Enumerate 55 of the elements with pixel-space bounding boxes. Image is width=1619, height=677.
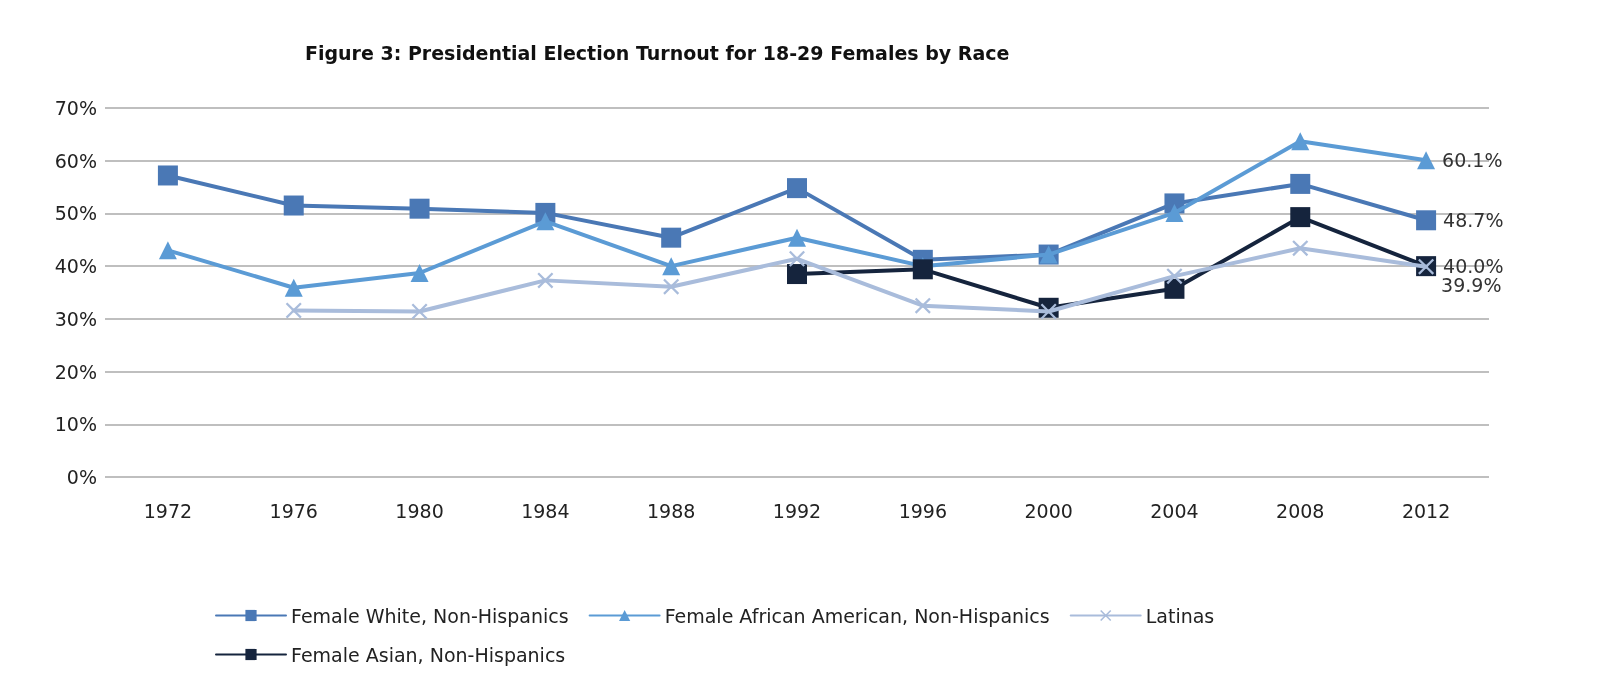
point: [536, 212, 555, 231]
x-tick-label: 1992: [772, 499, 822, 522]
x-tick-label: 1984: [521, 499, 570, 522]
x-tick-label: 2008: [1276, 499, 1325, 522]
point: [662, 257, 681, 276]
y-tick-label: 60%: [54, 149, 97, 172]
x-tick-label: 1980: [395, 499, 444, 522]
point: [537, 272, 554, 289]
point: [1164, 278, 1185, 299]
point: [157, 165, 178, 186]
data-label: 60.1%: [1442, 149, 1503, 172]
point: [661, 227, 682, 248]
x-tick-label: 2000: [1024, 499, 1073, 522]
point: [158, 241, 177, 260]
x-tick-label: 1996: [898, 499, 947, 522]
point: [1290, 207, 1311, 228]
point: [789, 250, 805, 267]
data-label: 48.7%: [1443, 209, 1504, 232]
point: [409, 198, 430, 219]
y-tick-label: 20%: [54, 360, 97, 383]
legend-label: Latinas: [1145, 604, 1215, 627]
point: [912, 259, 933, 280]
point: [914, 297, 931, 314]
point: [411, 303, 428, 320]
point: [283, 195, 304, 216]
legend-label: Female African American, Non-Hispanics: [664, 604, 1050, 627]
y-tick-label: 30%: [54, 307, 97, 330]
point: [285, 302, 302, 319]
y-tick-label: 70%: [54, 97, 97, 119]
y-tick-label: 40%: [54, 255, 97, 278]
point: [787, 178, 807, 199]
point: [663, 278, 680, 295]
x-tick-label: 1988: [647, 499, 696, 522]
point: [1166, 268, 1183, 285]
point: [787, 264, 807, 285]
point: [788, 228, 806, 247]
point: [1040, 303, 1057, 320]
point: [410, 264, 429, 282]
point: [1417, 151, 1436, 170]
x-tick-label: 2004: [1150, 499, 1199, 522]
y-tick-label: 10%: [54, 413, 97, 436]
point: [1290, 173, 1311, 194]
x-tick-label: 1972: [143, 499, 193, 522]
legend-label: Female Asian, Non-Hispanics: [291, 643, 566, 666]
y-tick-label: 50%: [54, 202, 97, 225]
point: [1416, 210, 1437, 231]
x-tick-label: 1976: [269, 499, 318, 522]
legend-label: Female White, Non-Hispanics: [291, 604, 569, 627]
point: [284, 278, 303, 297]
x-tick-label: 2012: [1401, 499, 1451, 522]
y-tick-label: 0%: [66, 466, 97, 488]
point: [1291, 132, 1310, 151]
point: [1292, 240, 1309, 257]
chart-title: Figure 3: Presidential Election Turnout for 18-29 Females by Race: [305, 41, 1010, 64]
point: [1165, 203, 1184, 222]
